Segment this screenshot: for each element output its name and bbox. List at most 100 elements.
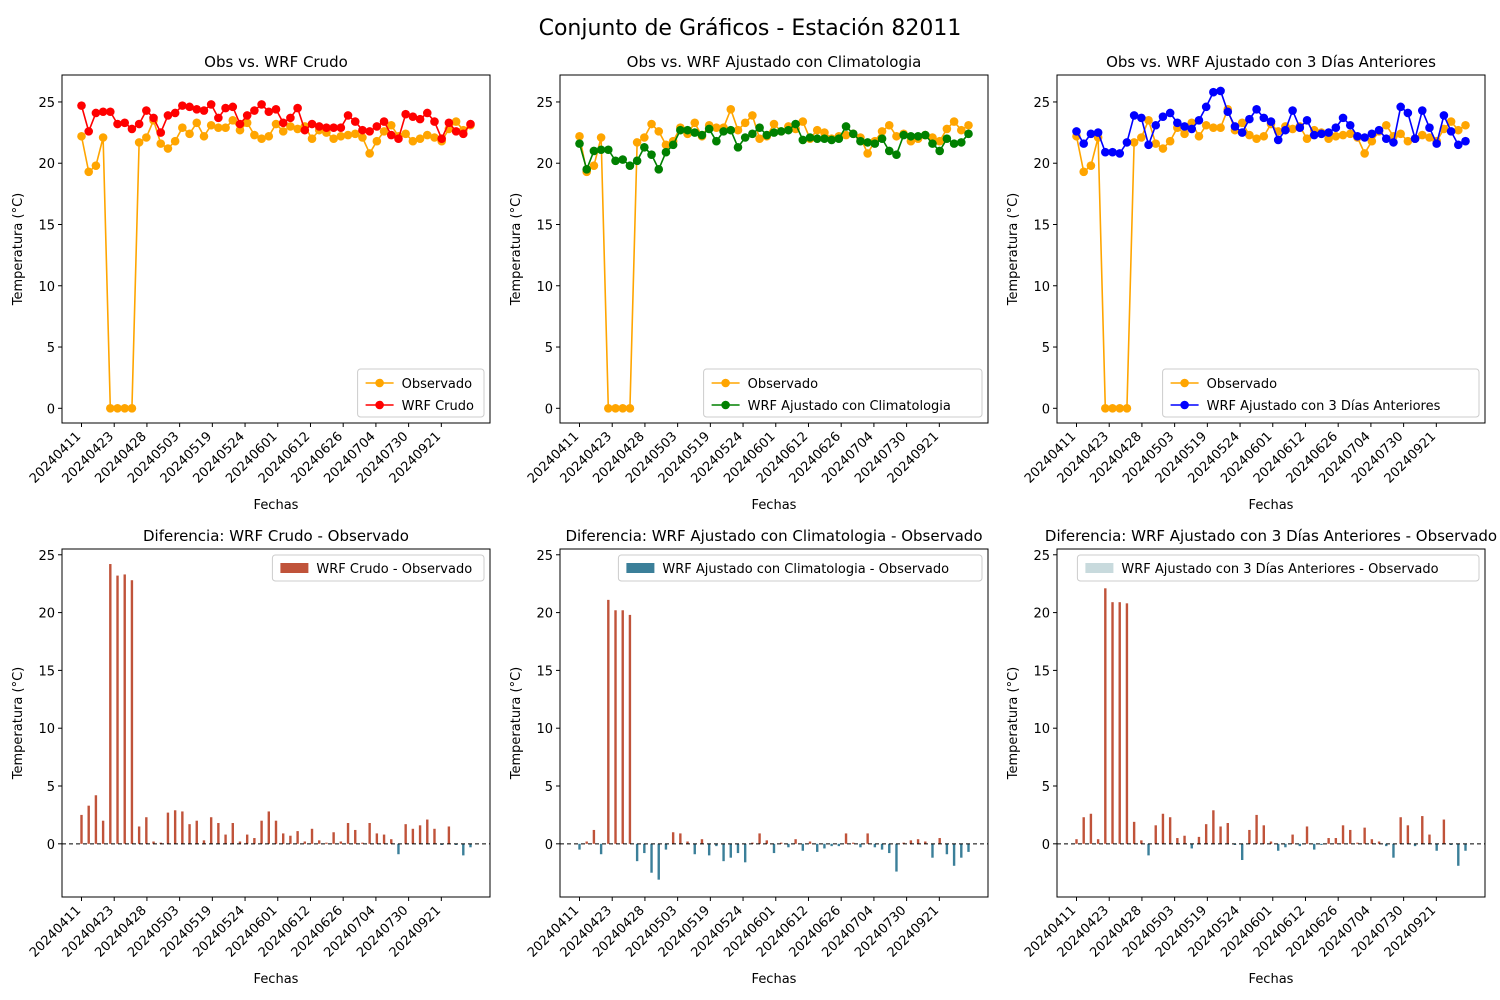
- legend-marker: [721, 400, 730, 410]
- data-point: [697, 130, 707, 140]
- data-point: [458, 129, 468, 139]
- data-point: [956, 138, 966, 147]
- data-point: [430, 133, 439, 142]
- data-point: [451, 127, 461, 136]
- bar: [123, 574, 126, 844]
- series-line: [80, 118, 471, 410]
- bar: [166, 812, 170, 844]
- data-point: [430, 117, 439, 126]
- data-point: [1237, 128, 1247, 137]
- data-point: [755, 134, 764, 144]
- bar: [354, 829, 357, 844]
- data-point: [1245, 130, 1254, 140]
- bar: [952, 843, 956, 866]
- y-tick-label: 10: [536, 722, 553, 737]
- data-point: [178, 101, 187, 110]
- bar: [650, 843, 653, 873]
- data-point: [1288, 106, 1297, 115]
- data-point: [834, 134, 844, 144]
- data-point: [1439, 111, 1449, 120]
- data-point: [1101, 147, 1110, 157]
- bar: [1089, 813, 1093, 844]
- y-tick-label: 10: [536, 280, 553, 295]
- bar: [1111, 602, 1114, 844]
- data-point: [278, 127, 288, 136]
- y-tick-label: 10: [1033, 280, 1050, 295]
- y-tick-label: 20: [536, 607, 553, 622]
- bar: [296, 831, 299, 844]
- bar: [592, 829, 596, 844]
- bar: [852, 842, 855, 844]
- bar: [707, 843, 711, 856]
- data-point: [278, 118, 288, 128]
- data-point: [127, 124, 137, 134]
- legend-marker: [375, 400, 384, 410]
- bar: [454, 843, 458, 845]
- data-point: [1396, 102, 1405, 112]
- data-point: [1151, 139, 1161, 148]
- data-point: [1216, 123, 1225, 132]
- data-point: [235, 125, 245, 135]
- data-point: [1381, 134, 1391, 144]
- axes-frame: [61, 74, 491, 424]
- bar: [772, 843, 776, 854]
- bar: [1327, 838, 1330, 844]
- data-point: [1216, 86, 1225, 96]
- data-point: [1338, 113, 1348, 123]
- bar: [145, 817, 148, 844]
- bar: [1428, 834, 1431, 844]
- data-point: [877, 127, 887, 136]
- chart-title: Diferencia: WRF Ajustado con Climatologi…: [565, 527, 982, 545]
- data-point: [365, 127, 374, 136]
- data-point: [235, 119, 245, 129]
- bar: [1125, 603, 1129, 844]
- y-tick-label: 20: [1033, 607, 1050, 622]
- data-point: [1302, 116, 1312, 125]
- bar: [621, 610, 624, 844]
- bar: [1277, 843, 1280, 851]
- data-point: [286, 113, 295, 123]
- data-point: [343, 130, 353, 140]
- y-tick-label: 20: [536, 157, 553, 172]
- y-tick-label: 0: [545, 402, 553, 417]
- bar: [209, 817, 213, 844]
- axes-frame: [1056, 74, 1486, 424]
- data-point: [77, 131, 86, 141]
- bar: [1176, 838, 1179, 844]
- data-point: [127, 403, 137, 413]
- legend-marker: [721, 378, 730, 388]
- data-point: [625, 161, 635, 170]
- data-point: [1151, 120, 1161, 130]
- data-point: [654, 127, 664, 136]
- bar: [1255, 814, 1258, 844]
- data-point: [1129, 111, 1139, 120]
- data-point: [293, 124, 302, 134]
- data-point: [1446, 117, 1456, 126]
- y-tick-label: 0: [47, 402, 55, 417]
- data-point: [1302, 134, 1312, 144]
- data-point: [408, 112, 418, 121]
- legend-box: [1076, 554, 1480, 582]
- bar: [801, 843, 805, 851]
- bar: [657, 843, 660, 880]
- y-tick-label: 20: [38, 607, 55, 622]
- bar: [938, 838, 941, 844]
- bar: [1096, 839, 1100, 844]
- bar: [195, 820, 198, 844]
- data-point: [654, 165, 664, 174]
- chart-title: Obs vs. WRF Crudo: [204, 53, 348, 71]
- data-point: [690, 118, 700, 128]
- data-point: [1137, 133, 1146, 142]
- y-tick-label: 25: [38, 96, 55, 111]
- data-point: [1403, 136, 1413, 146]
- data-point: [812, 125, 822, 135]
- bar: [1356, 842, 1359, 844]
- data-point: [1453, 140, 1463, 150]
- axes-frame: [1056, 548, 1486, 898]
- data-point: [1453, 125, 1463, 135]
- figure-title: Conjunto de Gráficos - Estación 82011: [538, 16, 962, 41]
- data-point: [170, 108, 180, 118]
- data-point: [1165, 108, 1175, 118]
- y-tick-label: 5: [47, 780, 55, 795]
- data-point: [142, 133, 151, 142]
